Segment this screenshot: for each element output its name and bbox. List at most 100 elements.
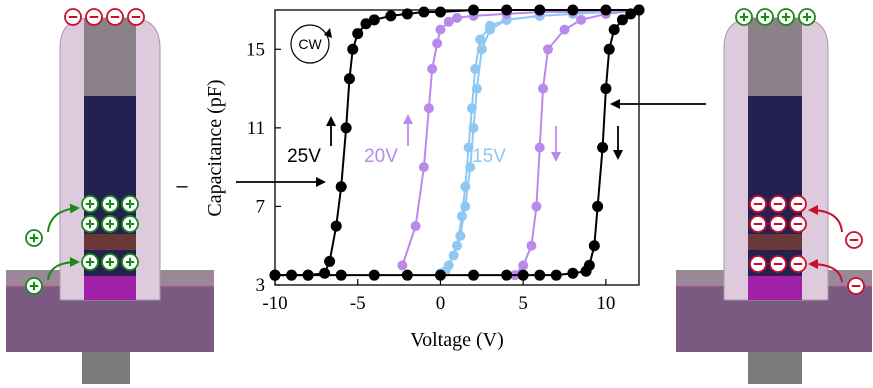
- data-point: [335, 181, 347, 193]
- pointer-symbol: –: [176, 175, 188, 197]
- x-tick-label: -5: [350, 293, 366, 314]
- data-point: [456, 211, 467, 222]
- x-tick-label: 0: [436, 293, 446, 314]
- data-point: [385, 10, 397, 22]
- data-point: [397, 260, 408, 271]
- data-point: [608, 24, 620, 36]
- x-tick-label: 5: [518, 293, 528, 314]
- data-point: [538, 83, 549, 94]
- y-tick-label: 7: [256, 196, 266, 217]
- data-point: [576, 14, 587, 25]
- data-point: [432, 38, 443, 49]
- p-contact: [84, 276, 136, 300]
- x-tick-label: 10: [596, 293, 615, 314]
- device-left: ⊖⊖⊖⊖ ⊕⊕⊕⊕⊕⊕ ⊕⊕⊕ ⊕⊕ –: [6, 8, 214, 384]
- sweep-direction-label: CW: [298, 36, 322, 52]
- data-point: [592, 200, 604, 212]
- data-point: [534, 269, 546, 281]
- data-point: [597, 142, 609, 153]
- series-label: 15V: [472, 146, 506, 167]
- data-point: [471, 83, 482, 94]
- x-axis-label: Voltage (V): [410, 329, 504, 351]
- series-25V: [269, 4, 645, 281]
- x-tick-label: -10: [262, 293, 287, 314]
- series-label: 20V: [364, 146, 398, 167]
- data-point: [434, 269, 446, 281]
- data-point: [452, 12, 462, 23]
- side-charges: ⊕⊕: [25, 229, 43, 295]
- series-label: 25V: [287, 146, 321, 167]
- hop-arrow-lower: [47, 257, 80, 281]
- y-tick-label: 3: [256, 275, 266, 296]
- data-point: [269, 269, 281, 281]
- side-charges: ⊖⊖: [845, 231, 865, 295]
- data-point: [633, 4, 645, 16]
- data-point: [468, 269, 480, 281]
- data-point: [476, 44, 487, 55]
- upper-charges: ⊖⊖⊖⊖⊖⊖: [749, 195, 807, 233]
- sweep-arrowhead: [324, 28, 332, 38]
- lower-charges: ⊕⊕⊕: [81, 253, 139, 271]
- annotations: 25V 20V 15V: [287, 114, 623, 167]
- data-point: [347, 43, 359, 55]
- sweep-circle: [290, 24, 330, 64]
- top-charges: ⊕⊕⊕⊕: [735, 8, 816, 26]
- trap-layer: [748, 234, 802, 250]
- top-charges: ⊖⊖⊖⊖: [64, 8, 145, 26]
- data-point: [475, 34, 486, 45]
- data-point: [340, 122, 352, 134]
- trap-layer: [84, 234, 136, 250]
- data-point: [580, 265, 592, 277]
- data-point: [418, 6, 430, 18]
- data-point: [501, 4, 513, 16]
- data-point: [343, 73, 355, 85]
- y-axis-label: Capacitance (pF): [204, 79, 226, 216]
- data-point: [460, 201, 471, 212]
- data-point: [435, 24, 446, 35]
- data-point: [600, 4, 612, 16]
- upper-charges: ⊕⊕⊕⊕⊕⊕: [81, 195, 139, 233]
- data-point: [368, 269, 380, 281]
- data-point: [360, 18, 372, 30]
- data-point: [319, 267, 331, 279]
- hysteresis-chart: -10 -5 0 5 10 3 7 11 15 Voltage (V) Capacitance…: [204, 4, 645, 351]
- sweep-direction-indicator: CW: [290, 24, 332, 64]
- data-point: [531, 201, 542, 212]
- data-point: [534, 142, 545, 153]
- data-point: [534, 4, 546, 16]
- data-point: [485, 24, 496, 35]
- data-point: [559, 24, 570, 35]
- data-point: [588, 240, 600, 252]
- data-point: [401, 269, 413, 281]
- data-point: [603, 43, 615, 55]
- y-tick-label: 11: [247, 118, 265, 139]
- data-point: [518, 260, 529, 271]
- lower-charges: ⊖⊖⊖: [749, 255, 807, 273]
- data-point: [368, 14, 380, 26]
- data-point: [335, 269, 347, 281]
- data-point: [324, 255, 336, 267]
- data-point: [567, 4, 579, 16]
- data-point: [401, 8, 413, 20]
- p-contact: [748, 276, 802, 300]
- data-point: [434, 6, 446, 18]
- data-point: [468, 122, 479, 133]
- bottom-contact: [82, 352, 130, 384]
- hop-arrow-upper: [808, 205, 843, 233]
- gate-metal: [748, 18, 802, 96]
- data-point: [443, 16, 454, 27]
- data-point: [302, 269, 314, 281]
- data-point: [455, 230, 466, 241]
- data-point: [423, 103, 434, 114]
- data-point: [352, 28, 364, 40]
- data-point: [567, 267, 579, 279]
- series-line-reverse: [514, 9, 640, 276]
- data-point: [517, 269, 529, 281]
- data-point: [410, 221, 421, 232]
- data-point: [526, 240, 537, 251]
- y-tick-label: 15: [246, 39, 265, 60]
- gate-metal: [84, 18, 136, 96]
- y-axis-ticks: 3 7 11 15: [246, 39, 281, 296]
- data-point: [501, 269, 513, 281]
